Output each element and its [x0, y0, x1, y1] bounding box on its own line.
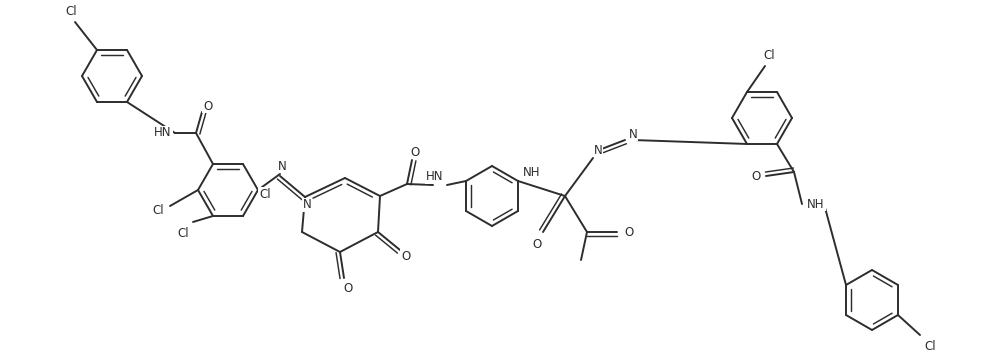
Text: Cl: Cl [65, 4, 77, 17]
Text: O: O [343, 282, 352, 295]
Text: Cl: Cl [177, 227, 189, 240]
Text: O: O [410, 146, 419, 159]
Text: O: O [625, 226, 634, 239]
Text: NH: NH [807, 198, 825, 210]
Text: O: O [752, 169, 761, 182]
Text: N: N [277, 160, 286, 173]
Text: Cl: Cl [153, 203, 163, 216]
Text: O: O [532, 237, 541, 251]
Text: O: O [401, 249, 410, 262]
Text: N: N [303, 198, 311, 211]
Text: NH: NH [523, 167, 541, 180]
Text: HN: HN [154, 126, 172, 139]
Text: Cl: Cl [259, 188, 271, 201]
Text: HN: HN [426, 171, 444, 184]
Text: O: O [204, 100, 213, 113]
Text: N: N [629, 127, 638, 140]
Text: Cl: Cl [924, 340, 936, 353]
Text: Cl: Cl [764, 49, 774, 62]
Text: N: N [593, 143, 602, 156]
